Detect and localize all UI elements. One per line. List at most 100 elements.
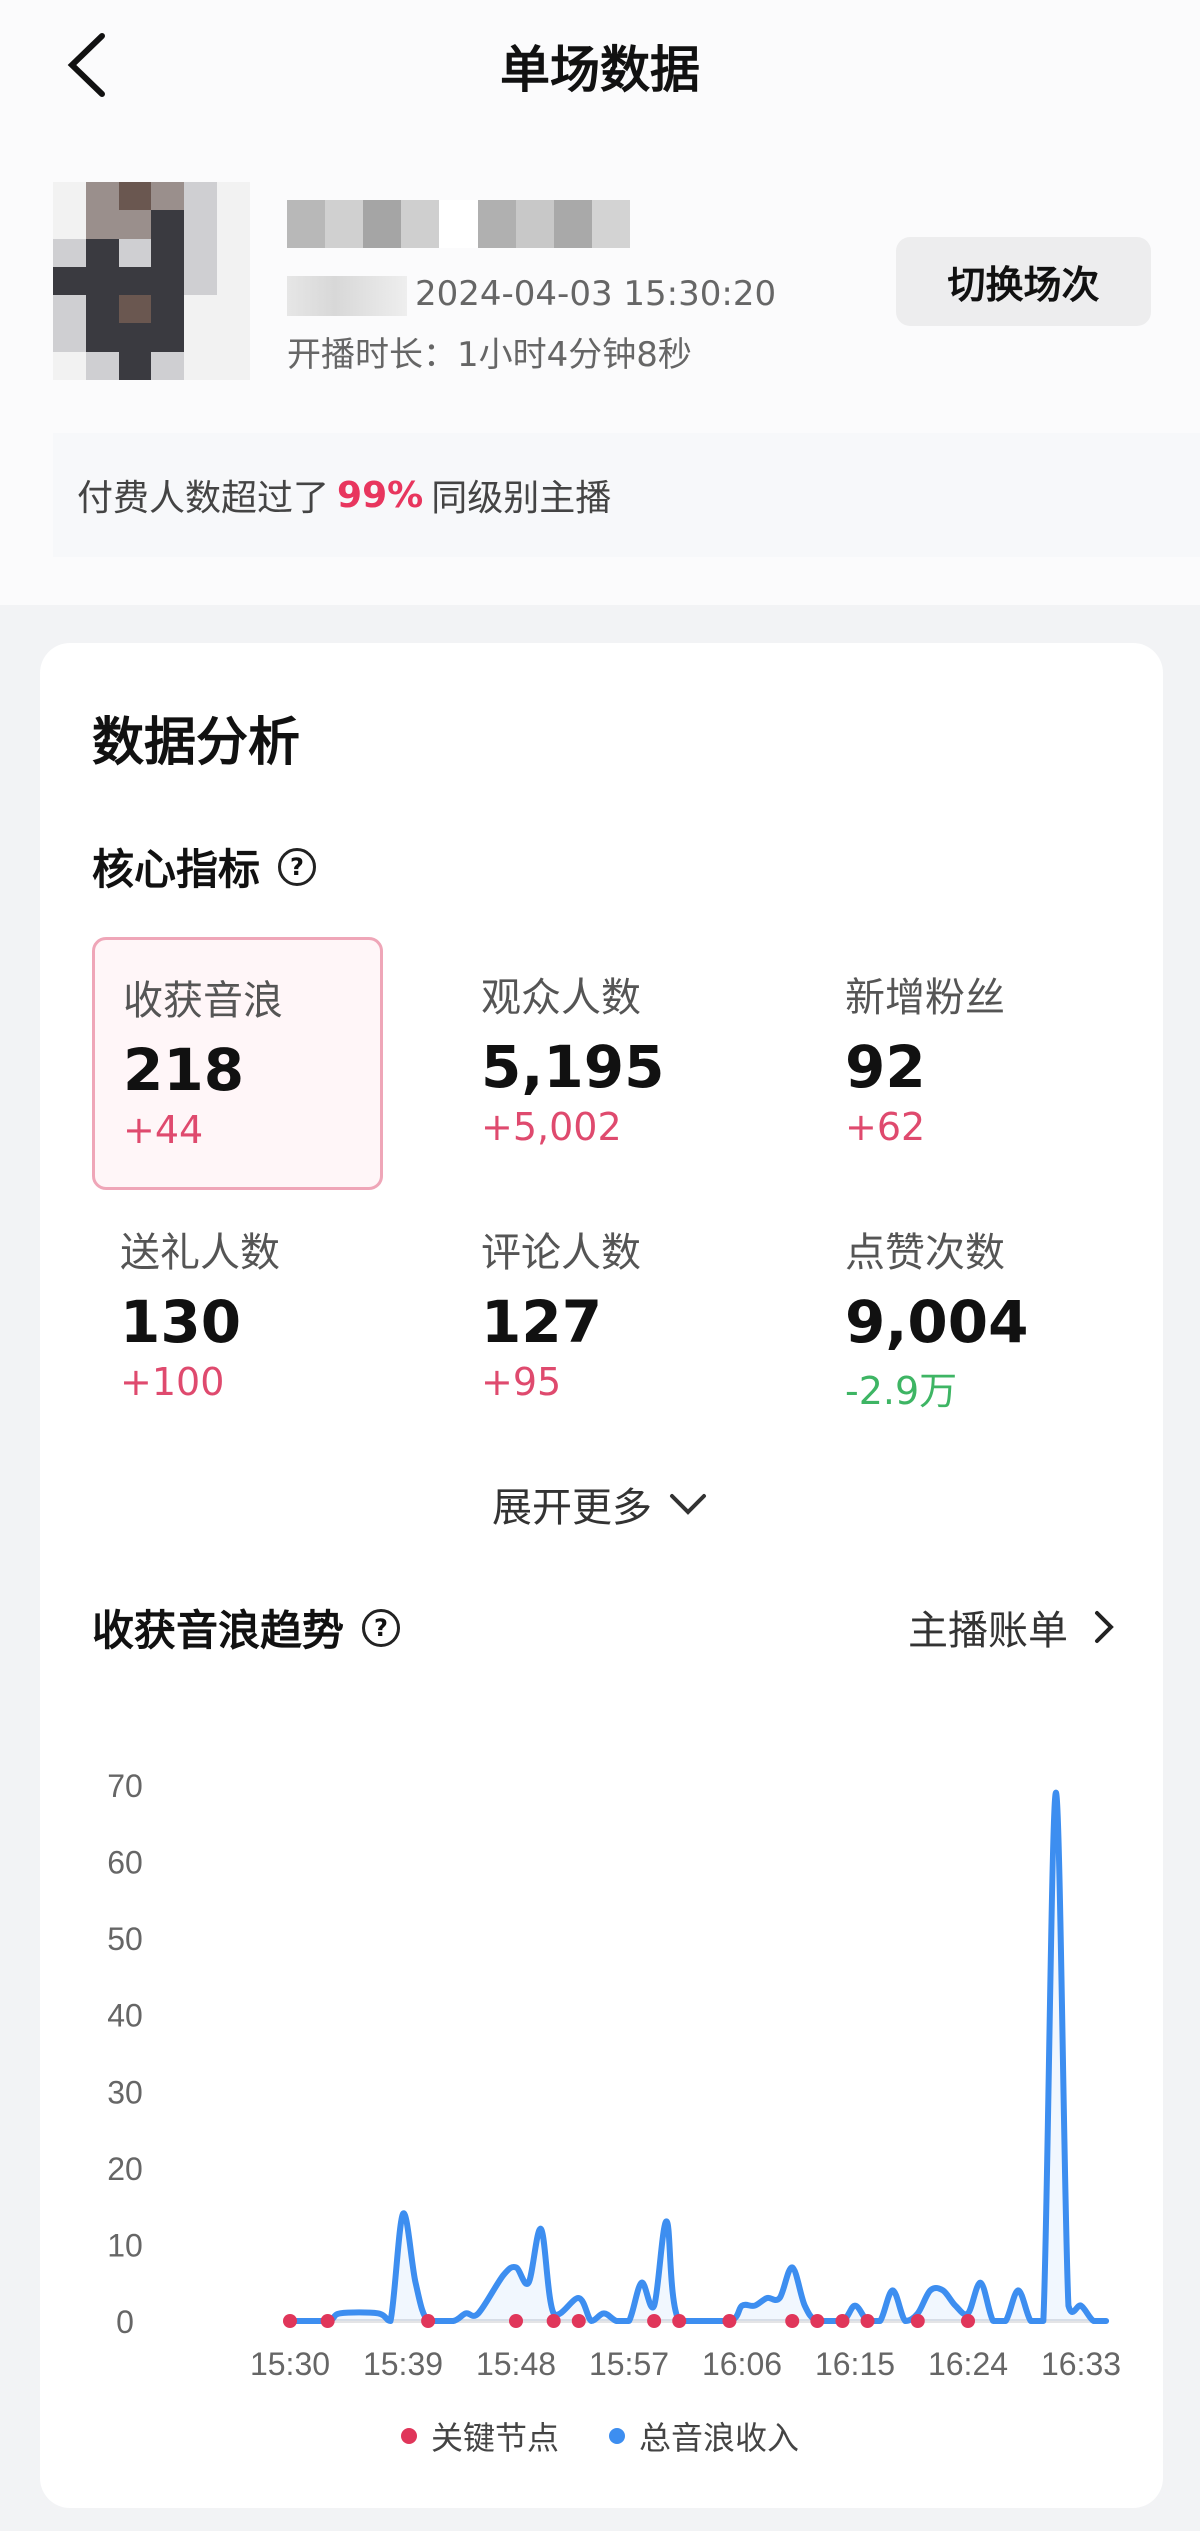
avatar-pixel <box>118 266 152 296</box>
avatar-pixel <box>151 182 185 211</box>
avatar-pixel <box>53 210 86 239</box>
avatar-pixel <box>118 182 152 211</box>
avatar-pixel <box>217 266 250 296</box>
avatar-pixel <box>184 238 218 267</box>
avatar-pixel <box>53 238 86 267</box>
avatar-pixel <box>184 351 218 380</box>
trend-chart: 0 10 20 30 40 50 60 70 15:30 15:39 15:48 15:57 16:06… <box>107 1768 1121 2382</box>
metric-label: 点赞次数 <box>845 1230 1005 1276</box>
metric-label: 送礼人数 <box>120 1230 280 1276</box>
metric-value: 9,004 <box>845 1288 1029 1356</box>
y-tick-label: 0 <box>116 2304 134 2340</box>
metric-value: 218 <box>123 1036 245 1104</box>
avatar-pixel <box>118 351 152 380</box>
x-tick-label: 15:39 <box>363 2346 443 2382</box>
page-title: 单场数据 <box>500 41 700 99</box>
chevron-left-icon[interactable] <box>62 30 122 100</box>
avatar-pixel <box>53 351 86 380</box>
avatar-pixel <box>217 182 250 211</box>
avatar-pixel <box>118 238 152 267</box>
metric-card[interactable]: 评论人数 127 +95 <box>453 1192 744 1445</box>
income-line <box>287 1789 1110 2324</box>
metric-delta: +100 <box>120 1360 225 1404</box>
legend-item-income[interactable]: 总音浪收入 <box>609 2413 799 2459</box>
avatar-pixel <box>53 295 86 324</box>
legend-dot-red <box>400 2428 417 2444</box>
expand-more-button[interactable]: 展开更多 <box>0 1475 1200 1533</box>
trend-title-label: 收获音浪趋势 <box>92 1606 345 1655</box>
legend-label: 总音浪收入 <box>639 2419 800 2457</box>
y-tick-label: 10 <box>107 2227 143 2263</box>
avatar-pixel <box>217 351 250 380</box>
x-tick-label: 16:15 <box>815 2346 895 2382</box>
duration: 开播时长：1小时4分钟8秒 <box>287 335 692 375</box>
expand-more-label: 展开更多 <box>492 1485 652 1531</box>
metric-value: 127 <box>481 1288 603 1356</box>
help-icon[interactable]: ? <box>278 847 317 886</box>
avatar-pixel <box>53 182 86 211</box>
metric-label: 观众人数 <box>481 975 641 1021</box>
avatar-pixel <box>151 238 185 267</box>
avatar-pixel <box>184 182 218 211</box>
avatar <box>53 182 250 380</box>
avatar-pixel <box>184 266 218 296</box>
avatar-pixel <box>118 323 152 352</box>
core-metrics-title: 核心指标 ? <box>92 836 317 897</box>
metric-card[interactable]: 送礼人数 130 +100 <box>92 1192 383 1445</box>
help-icon[interactable]: ? <box>362 1608 401 1647</box>
avatar-pixel <box>53 323 86 352</box>
key-node-point <box>571 2314 586 2328</box>
avatar-pixel <box>184 210 218 239</box>
name-pixel <box>439 200 478 248</box>
x-tick-label: 15:57 <box>589 2346 669 2382</box>
avatar-pixel <box>151 323 185 352</box>
key-node-point <box>835 2314 850 2328</box>
core-metrics-label: 核心指标 <box>92 845 261 894</box>
avatar-pixel <box>184 323 218 352</box>
key-node-point <box>421 2314 436 2328</box>
avatar-pixel <box>85 210 119 239</box>
banner-suffix: 同级别主播 <box>431 478 612 519</box>
y-tick-label: 30 <box>107 2074 143 2110</box>
key-node-point <box>283 2314 297 2328</box>
streamer-bill-link[interactable]: 主播账单 <box>908 1598 1114 1656</box>
metric-delta: +5,002 <box>481 1105 622 1149</box>
metric-value: 130 <box>120 1288 242 1356</box>
key-node-point <box>647 2314 662 2328</box>
chevron-right-icon <box>1095 1611 1114 1643</box>
metric-delta: +44 <box>123 1108 204 1152</box>
avatar-pixel <box>118 210 152 239</box>
metric-card[interactable]: 观众人数 5,195 +5,002 <box>453 937 744 1190</box>
avatar-pixel <box>118 295 152 324</box>
key-node-point <box>961 2314 975 2328</box>
metric-card[interactable]: 新增粉丝 92 +62 <box>817 937 1108 1190</box>
metric-value: 5,195 <box>481 1033 665 1101</box>
chart-legend: 关键节点 总音浪收入 <box>0 2413 1200 2459</box>
key-node-point <box>509 2314 523 2328</box>
name-pixel <box>477 200 516 248</box>
legend-label: 关键节点 <box>430 2419 559 2457</box>
key-node-point <box>672 2314 687 2328</box>
metric-card[interactable]: 收获音浪 218 +44 <box>92 937 383 1190</box>
banner-highlight: 99% <box>337 474 424 516</box>
avatar-pixel <box>151 295 185 324</box>
metric-delta: -2.9万 <box>845 1369 958 1413</box>
metric-label: 收获音浪 <box>123 978 283 1024</box>
x-tick-label: 15:30 <box>250 2346 330 2382</box>
trend-title: 收获音浪趋势 ? <box>92 1597 401 1658</box>
metric-card[interactable]: 点赞次数 9,004 -2.9万 <box>817 1192 1108 1445</box>
avatar-pixel <box>217 323 250 352</box>
metric-label: 新增粉丝 <box>845 975 1005 1021</box>
x-tick-label: 16:33 <box>1041 2346 1121 2382</box>
name-pixel <box>287 200 326 248</box>
metric-label: 评论人数 <box>481 1230 641 1276</box>
switch-session-button[interactable]: 切换场次 <box>896 237 1151 326</box>
y-tick-label: 40 <box>107 1998 143 2034</box>
name-pixel <box>325 200 364 248</box>
rank-banner: 付费人数超过了 99% 同级别主播 <box>53 433 1200 557</box>
avatar-pixel <box>151 266 185 296</box>
legend-item-nodes[interactable]: 关键节点 <box>400 2413 559 2459</box>
avatar-pixel <box>53 266 86 296</box>
legend-dot-blue <box>609 2428 625 2444</box>
start-time: 2024-04-03 15:30:20 <box>287 274 776 316</box>
